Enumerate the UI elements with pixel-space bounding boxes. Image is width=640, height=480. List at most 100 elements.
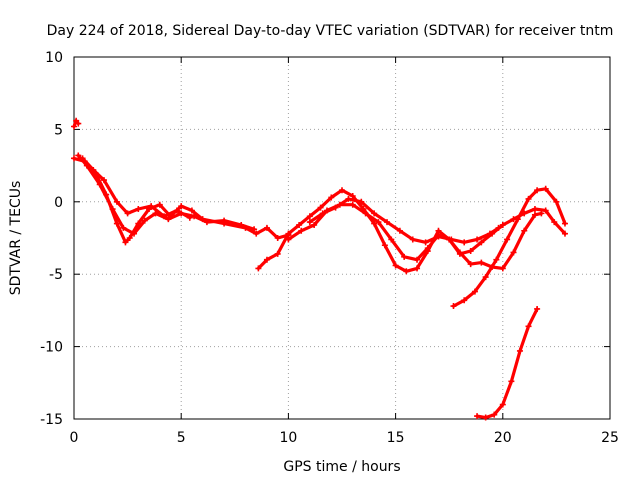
data-point (491, 411, 498, 418)
data-point (101, 177, 108, 184)
x-tick-label: 0 (70, 430, 79, 446)
y-tick-label: 5 (54, 122, 63, 138)
data-point (499, 265, 506, 272)
data-series (71, 117, 568, 421)
series-line (256, 188, 544, 273)
data-point (508, 378, 515, 385)
data-point (79, 155, 86, 162)
x-axis-label: GPS time / hours (283, 459, 400, 475)
data-point (499, 401, 506, 408)
x-tick-label: 20 (494, 430, 512, 446)
data-point (161, 213, 168, 220)
data-point (285, 236, 292, 243)
data-point (203, 219, 210, 226)
data-point (403, 268, 410, 275)
data-point (96, 181, 103, 188)
data-point (409, 236, 416, 243)
data-point (75, 152, 82, 159)
data-point (467, 261, 474, 268)
series-trace-8 (450, 185, 568, 310)
x-tick-label: 10 (279, 430, 297, 446)
series-trace-9 (474, 305, 541, 421)
data-point (375, 219, 382, 226)
data-point (467, 248, 474, 255)
series-line (451, 187, 567, 308)
data-point (482, 414, 489, 421)
data-point (298, 227, 305, 234)
data-point (311, 221, 318, 228)
data-point (141, 217, 148, 224)
data-point (165, 216, 172, 223)
data-point (349, 193, 356, 200)
y-tick-label: 0 (54, 195, 63, 211)
data-point (156, 201, 163, 208)
series-trace-1 (71, 117, 82, 130)
data-point (388, 236, 395, 243)
data-point (414, 256, 421, 263)
data-point (71, 155, 77, 162)
data-point (345, 195, 352, 202)
data-point (531, 211, 538, 218)
data-point (238, 221, 245, 228)
data-point (328, 194, 335, 201)
data-point (516, 347, 523, 354)
data-point (332, 204, 339, 211)
data-point (173, 207, 180, 214)
data-point (358, 198, 365, 205)
y-tick-label: -15 (40, 412, 63, 428)
grid-lines (74, 57, 610, 419)
data-point (263, 256, 270, 263)
axis-ticks: 0 5 10 15 20 25 -15 -10 -5 0 5 10 (40, 50, 619, 446)
data-point (131, 230, 138, 237)
data-point (461, 297, 468, 304)
data-point (285, 230, 292, 237)
data-point (306, 219, 313, 226)
data-point (435, 233, 442, 240)
data-point (495, 224, 502, 231)
x-tick-label: 15 (387, 430, 405, 446)
data-point (396, 227, 403, 234)
data-point (478, 239, 485, 246)
data-point (188, 207, 195, 214)
data-point (392, 262, 399, 269)
data-point (120, 224, 127, 231)
data-point (531, 206, 538, 213)
series-trace-4 (79, 155, 193, 221)
data-point (482, 274, 489, 281)
data-point (525, 195, 532, 202)
data-point (414, 265, 421, 272)
data-point (113, 220, 120, 227)
data-point (71, 123, 77, 130)
data-point (371, 220, 378, 227)
y-tick-label: -5 (49, 267, 63, 283)
data-point (381, 242, 388, 249)
data-point (474, 413, 481, 420)
data-point (504, 236, 511, 243)
data-point (274, 235, 281, 241)
series-trace-2 (71, 155, 292, 246)
data-point (274, 250, 281, 257)
chart-title: Day 224 of 2018, Sidereal Day-to-day VTE… (47, 23, 614, 39)
data-point (371, 210, 378, 217)
data-point (90, 166, 97, 173)
data-point (461, 239, 468, 246)
x-tick-label: 25 (601, 430, 619, 446)
data-point (362, 210, 369, 217)
data-point (317, 204, 324, 211)
data-point (471, 288, 478, 295)
data-point (221, 217, 228, 224)
data-point (109, 206, 116, 213)
data-point (75, 120, 82, 127)
series-trace-3 (75, 152, 258, 237)
data-point (534, 187, 541, 194)
data-point (561, 220, 568, 227)
data-point (178, 203, 185, 210)
data-point (534, 305, 541, 312)
series-trace-7 (306, 195, 502, 246)
data-point (186, 214, 193, 221)
y-tick-label: -10 (40, 340, 63, 356)
data-point (255, 265, 262, 272)
data-point (499, 221, 506, 228)
data-point (456, 250, 463, 257)
